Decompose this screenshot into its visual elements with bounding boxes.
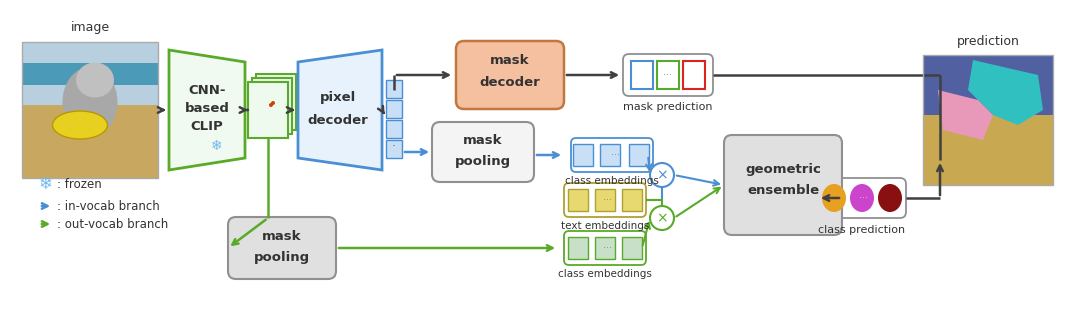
Polygon shape bbox=[298, 50, 382, 170]
FancyBboxPatch shape bbox=[596, 189, 615, 211]
Text: ·: · bbox=[392, 140, 396, 153]
Text: prediction: prediction bbox=[956, 35, 1019, 48]
Bar bbox=[23, 63, 158, 85]
Text: pooling: pooling bbox=[455, 156, 511, 169]
Ellipse shape bbox=[62, 67, 118, 137]
FancyBboxPatch shape bbox=[657, 61, 679, 89]
Circle shape bbox=[271, 101, 275, 105]
Text: decoder: decoder bbox=[480, 76, 541, 89]
Polygon shape bbox=[938, 90, 993, 140]
Polygon shape bbox=[968, 60, 1043, 125]
Ellipse shape bbox=[822, 184, 846, 212]
Text: pooling: pooling bbox=[254, 251, 310, 264]
Text: based: based bbox=[185, 101, 230, 114]
Text: ❄: ❄ bbox=[38, 175, 52, 193]
FancyBboxPatch shape bbox=[386, 80, 402, 98]
Text: class prediction: class prediction bbox=[819, 225, 906, 235]
FancyBboxPatch shape bbox=[256, 74, 296, 130]
FancyBboxPatch shape bbox=[248, 82, 288, 138]
Text: ×: × bbox=[657, 168, 667, 182]
Text: mask: mask bbox=[464, 133, 503, 146]
Bar bbox=[23, 105, 158, 178]
Ellipse shape bbox=[878, 184, 902, 212]
Text: CNN-: CNN- bbox=[188, 83, 225, 96]
Text: : in-vocab branch: : in-vocab branch bbox=[57, 199, 160, 212]
FancyBboxPatch shape bbox=[596, 237, 615, 259]
Text: pixel: pixel bbox=[320, 92, 356, 105]
Text: image: image bbox=[71, 22, 109, 35]
FancyBboxPatch shape bbox=[573, 144, 593, 166]
Text: mask: mask bbox=[490, 55, 530, 68]
Circle shape bbox=[269, 103, 273, 107]
Text: ···: ··· bbox=[859, 193, 868, 203]
Circle shape bbox=[650, 206, 674, 230]
FancyBboxPatch shape bbox=[456, 41, 564, 109]
FancyBboxPatch shape bbox=[252, 78, 292, 134]
FancyBboxPatch shape bbox=[386, 120, 402, 138]
FancyBboxPatch shape bbox=[386, 140, 402, 158]
Bar bbox=[923, 55, 1053, 115]
FancyBboxPatch shape bbox=[622, 189, 642, 211]
Ellipse shape bbox=[53, 111, 107, 139]
FancyBboxPatch shape bbox=[684, 61, 705, 89]
Bar bbox=[23, 42, 158, 178]
FancyBboxPatch shape bbox=[600, 144, 620, 166]
Text: ···: ··· bbox=[611, 150, 619, 160]
Ellipse shape bbox=[850, 184, 874, 212]
FancyBboxPatch shape bbox=[724, 135, 842, 235]
FancyBboxPatch shape bbox=[622, 237, 642, 259]
Bar bbox=[923, 115, 1053, 185]
Text: CLIP: CLIP bbox=[191, 120, 223, 133]
Circle shape bbox=[650, 163, 674, 187]
FancyBboxPatch shape bbox=[629, 144, 649, 166]
Polygon shape bbox=[170, 50, 245, 170]
FancyBboxPatch shape bbox=[568, 237, 588, 259]
FancyBboxPatch shape bbox=[432, 122, 534, 182]
FancyBboxPatch shape bbox=[631, 61, 653, 89]
Bar bbox=[923, 55, 1053, 185]
Text: : out-vocab branch: : out-vocab branch bbox=[57, 217, 168, 230]
Text: class embeddings: class embeddings bbox=[565, 176, 659, 186]
FancyBboxPatch shape bbox=[568, 189, 588, 211]
Text: ···: ··· bbox=[603, 243, 613, 253]
Text: geometric: geometric bbox=[745, 163, 821, 176]
Text: mask prediction: mask prediction bbox=[623, 102, 712, 112]
Text: decoder: decoder bbox=[308, 113, 368, 126]
Bar bbox=[23, 42, 158, 105]
Text: ···: ··· bbox=[603, 195, 613, 205]
Text: ❄: ❄ bbox=[211, 139, 223, 153]
Text: mask: mask bbox=[262, 230, 302, 243]
Ellipse shape bbox=[76, 62, 114, 98]
Text: : frozen: : frozen bbox=[57, 178, 102, 191]
Text: class embeddings: class embeddings bbox=[558, 269, 652, 279]
FancyBboxPatch shape bbox=[227, 217, 336, 279]
Text: text embeddings: text embeddings bbox=[561, 221, 649, 231]
FancyBboxPatch shape bbox=[386, 100, 402, 118]
Text: ···: ··· bbox=[662, 70, 672, 80]
Text: ×: × bbox=[657, 211, 667, 225]
Text: ensemble: ensemble bbox=[747, 184, 819, 197]
